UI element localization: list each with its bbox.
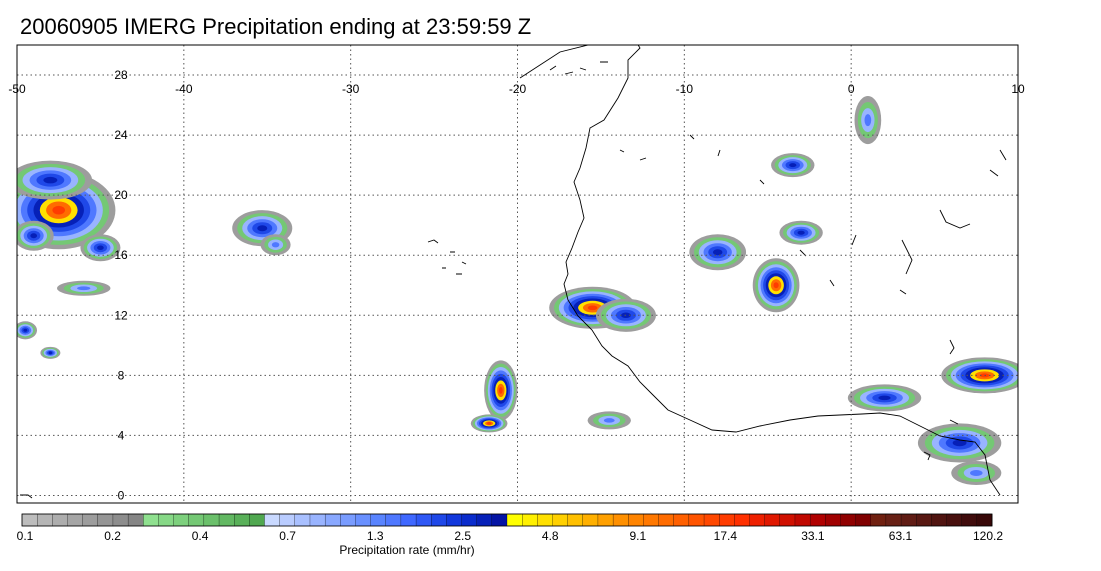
precip-cell	[752, 258, 800, 313]
precip-cell	[917, 423, 1002, 463]
lat-tick-label: 16	[114, 248, 128, 262]
precip-contour	[23, 328, 28, 332]
lon-tick-label: 0	[848, 82, 855, 96]
precip-contour	[30, 233, 38, 239]
precip-contour	[271, 242, 280, 248]
map-frame	[16, 44, 1019, 504]
map-title: 20060905 IMERG Precipitation ending at 2…	[20, 14, 532, 39]
lat-tick-label: 8	[118, 368, 125, 382]
lat-tick-label: 12	[114, 308, 128, 322]
precip-cell	[587, 411, 631, 430]
precip-contour	[864, 114, 872, 127]
lon-tick-label: -50	[8, 82, 26, 96]
latitude-labels: 28 24 20 16 12 8 4 0	[114, 68, 128, 502]
precip-cells	[17, 96, 1018, 485]
graticule	[17, 45, 1018, 503]
lat-tick-label: 0	[118, 488, 125, 502]
precip-contour	[789, 163, 797, 168]
precip-cell	[951, 460, 1002, 485]
precip-contour	[257, 225, 268, 232]
longitude-labels: -50 -40 -30 -20 -10 0 10	[8, 82, 1025, 96]
precip-cell	[80, 234, 121, 262]
lat-tick-label: 24	[114, 128, 128, 142]
lat-tick-label: 28	[114, 68, 128, 82]
lon-tick-label: 10	[1011, 82, 1025, 96]
precip-cell	[260, 234, 291, 256]
precip-cell	[854, 96, 882, 145]
lake-outline	[901, 209, 971, 355]
precip-contour	[43, 176, 58, 184]
lon-tick-label: -40	[175, 82, 193, 96]
cape-verde-islands	[427, 239, 467, 275]
precip-cell	[40, 346, 61, 359]
precip-contour	[487, 421, 492, 425]
precip-cell	[771, 153, 815, 178]
precip-contour	[498, 387, 503, 394]
canary-islands	[549, 61, 608, 75]
precip-cell	[17, 220, 54, 251]
map-background	[17, 45, 1018, 503]
precip-cell	[17, 321, 38, 340]
precip-contour	[773, 282, 779, 289]
precip-cell	[470, 414, 508, 433]
precip-cell	[57, 280, 111, 296]
precip-cell	[941, 357, 1018, 394]
lat-tick-label: 20	[114, 188, 128, 202]
africa-coastline	[519, 45, 1001, 496]
precip-contour	[970, 469, 983, 476]
coastline	[20, 45, 1007, 499]
lon-tick-label: -30	[342, 82, 360, 96]
precip-contour	[603, 418, 615, 423]
precip-contour	[97, 245, 104, 250]
precip-contour	[952, 439, 967, 447]
precip-contour	[797, 230, 805, 235]
precip-contour	[712, 249, 723, 256]
precip-cell	[689, 234, 747, 271]
lon-tick-label: -10	[676, 82, 694, 96]
lat-tick-label: 4	[118, 428, 125, 442]
precip-cell	[779, 220, 823, 245]
precip-cell	[847, 384, 922, 412]
precip-contour	[878, 395, 891, 401]
precip-contour	[48, 351, 53, 355]
precip-contour	[587, 305, 598, 311]
river-outlines	[619, 134, 1007, 295]
precip-contour	[77, 286, 91, 291]
lon-tick-label: -20	[509, 82, 527, 96]
precip-cell	[484, 360, 518, 421]
precip-contour	[52, 205, 66, 215]
precip-cell	[17, 160, 93, 200]
